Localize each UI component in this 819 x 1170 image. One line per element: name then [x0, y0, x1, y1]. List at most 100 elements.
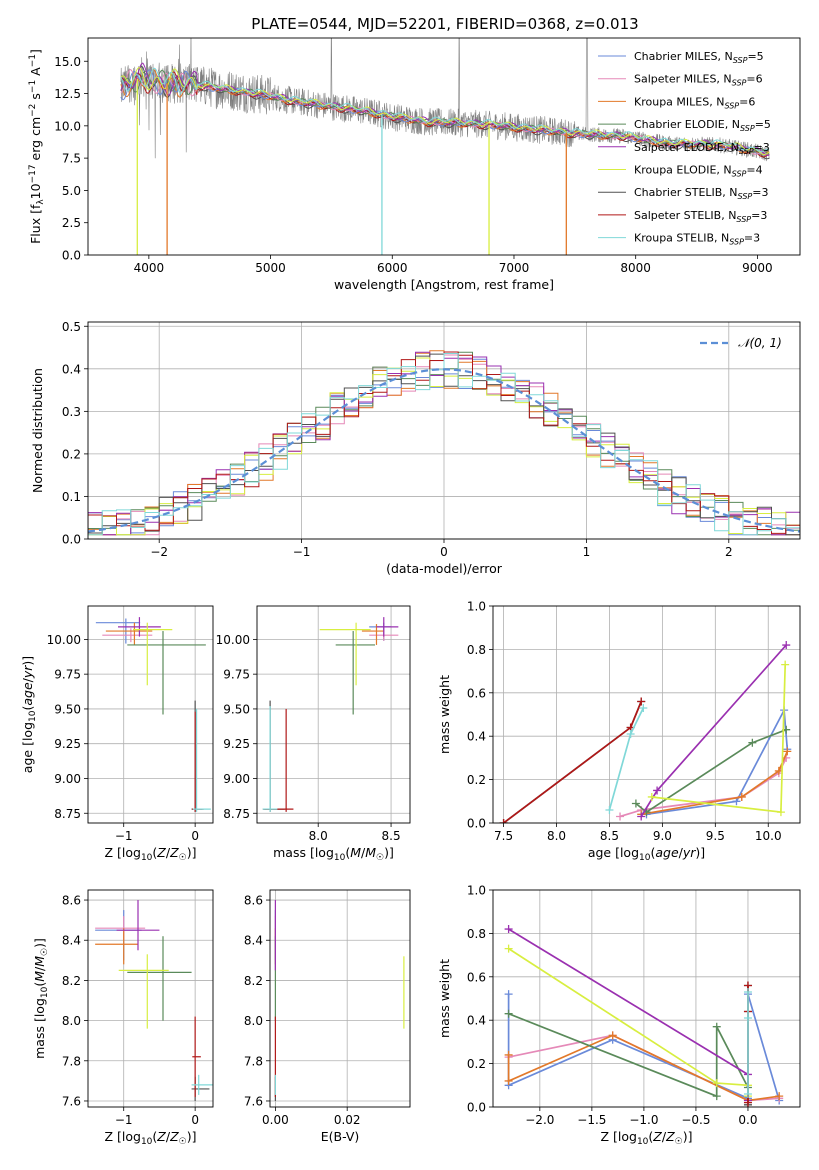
x-axis-label: Z [log10(Z/Z☉)]: [104, 845, 196, 863]
x-axis-label: Z [log10(Z/Z☉)]: [600, 1129, 692, 1147]
series-line: [508, 947, 749, 1097]
data-point: [504, 1050, 513, 1059]
x-tick-label: 8.0: [547, 829, 566, 843]
x-tick-label: 0.00: [262, 1113, 289, 1127]
y-tick-label: 9.50: [54, 702, 81, 716]
x-tick-label: 1: [583, 545, 591, 559]
y-tick-label: 8.0: [244, 1014, 263, 1028]
axes-frame: [87, 37, 801, 256]
x-tick-label: 0: [440, 545, 448, 559]
legend-label: Salpeter STELIB, NSSP=3: [634, 209, 767, 224]
y-tick-label: 10.00: [216, 633, 250, 647]
y-tick-label: 0.2: [62, 447, 81, 461]
data-point: [499, 819, 508, 823]
plot-area: [262, 617, 399, 812]
x-tick-label: 0.02: [334, 1113, 361, 1127]
panel-mass-vs-EBV: 0.00 0.02 7.6 7.8 8.0 8.2 8.4 8.6 E(B-V): [244, 889, 411, 1144]
gaussian-curve: [88, 368, 800, 533]
axes-frame: [492, 605, 801, 824]
series-line: [503, 701, 642, 823]
y-tick-label: 0.3: [62, 405, 81, 419]
x-tick-label: 2: [725, 545, 733, 559]
y-axis-label: mass [log10(M/M☉)]: [32, 938, 50, 1059]
data-point: [637, 812, 646, 821]
y-tick-label: 9.75: [54, 668, 81, 682]
data-point: [776, 808, 785, 817]
y-tick-label: 7.5: [62, 152, 81, 166]
data-point: [647, 792, 656, 801]
y-tick-label: 8.2: [62, 974, 81, 988]
x-axis-label: (data-model)/error: [386, 561, 503, 576]
y-tick-label: 7.6: [244, 1094, 263, 1108]
legend-label: Chabrier ELODIE, NSSP=5: [634, 118, 771, 133]
y-tick-label: 8.6: [62, 894, 81, 908]
y-tick-label: 0.4: [62, 362, 81, 376]
y-tick-label: 7.8: [62, 1054, 81, 1068]
axes-frame: [269, 889, 411, 1108]
data-point: [775, 1092, 784, 1101]
x-tick-label: 8.0: [309, 829, 328, 843]
y-tick-label: 0.4: [467, 730, 486, 744]
series-line: [640, 644, 787, 817]
model-spectrum: [120, 67, 770, 156]
x-axis-label: Z [log10(Z/Z☉)]: [104, 1129, 196, 1147]
y-tick-label: 8.4: [62, 934, 81, 948]
x-tick-label: 10.0: [755, 829, 782, 843]
plot-area: [120, 38, 770, 255]
y-tick-label: 0.0: [467, 1101, 486, 1115]
panel-mass-vs-Z: −1 0 7.6 7.8 8.0 8.2 8.4 8.6 Z [log10(Z/Z☉)] mass…: [32, 889, 214, 1147]
axes-frame: [256, 605, 411, 824]
x-tick-label: 8000: [620, 261, 651, 275]
x-tick-label: 0: [191, 1113, 199, 1127]
figure-title: PLATE=0544, MJD=52201, FIBERID=0368, z=0…: [251, 15, 638, 33]
y-axis-label: mass weight: [437, 959, 452, 1038]
axes-frame: [87, 889, 214, 1108]
legend-label: Salpeter MILES, NSSP=6: [634, 73, 763, 88]
data-point: [637, 697, 646, 706]
data-point: [748, 738, 757, 747]
data-point: [712, 1092, 721, 1101]
axes-frame: [87, 321, 801, 540]
x-axis-label: E(B-V): [321, 1129, 360, 1144]
y-tick-label: 10.0: [54, 119, 81, 133]
x-tick-label: −2.0: [525, 1113, 554, 1127]
y-tick-label: 8.75: [54, 807, 81, 821]
legend-label: Kroupa MILES, NSSP=6: [634, 95, 755, 110]
series-line: [503, 701, 642, 823]
x-tick-label: −1.0: [629, 1113, 658, 1127]
plot-area: [88, 350, 800, 539]
y-tick-label: 7.8: [244, 1054, 263, 1068]
data-point: [504, 990, 513, 999]
y-tick-label: 0.6: [467, 686, 486, 700]
panel-weight-vs-Z: −2.0 −1.5 −1.0 −0.5 0.0 0.0 0.2 0.4 0.6 0.8 1.0 Z […: [437, 884, 801, 1147]
y-tick-label: 0.2: [467, 1057, 486, 1071]
axes-frame: [492, 889, 801, 1108]
y-tick-label: 2.5: [62, 216, 81, 230]
data-point: [743, 987, 752, 996]
x-tick-label: 9000: [742, 261, 773, 275]
plot-area: [95, 900, 213, 1101]
y-tick-label: 9.25: [223, 737, 250, 751]
plot-area: [274, 900, 405, 1101]
model-spectrum: [120, 67, 770, 152]
y-tick-label: 9.00: [54, 772, 81, 786]
y-tick-label: 10.00: [47, 633, 81, 647]
panel-age-vs-mass: 8.0 8.5 8.75 9.00 9.25 9.50 9.75 10.00 mass [log…: [216, 605, 411, 863]
data-point: [616, 812, 625, 821]
data-point: [712, 1079, 721, 1088]
data-point: [743, 1014, 752, 1023]
y-tick-label: 0.8: [467, 643, 486, 657]
x-tick-label: −1.5: [577, 1113, 606, 1127]
y-tick-label: 8.6: [244, 894, 263, 908]
data-point: [504, 925, 513, 934]
plot-area: [95, 617, 211, 812]
data-point: [631, 799, 640, 808]
series-line: [608, 707, 645, 811]
x-tick-label: 7000: [499, 261, 530, 275]
y-tick-label: 9.25: [54, 737, 81, 751]
series-line: [619, 757, 787, 818]
data-point: [504, 944, 513, 953]
legend-label: Kroupa ELODIE, NSSP=4: [634, 164, 763, 179]
x-tick-label: −1: [115, 1113, 133, 1127]
data-point: [712, 1022, 721, 1031]
